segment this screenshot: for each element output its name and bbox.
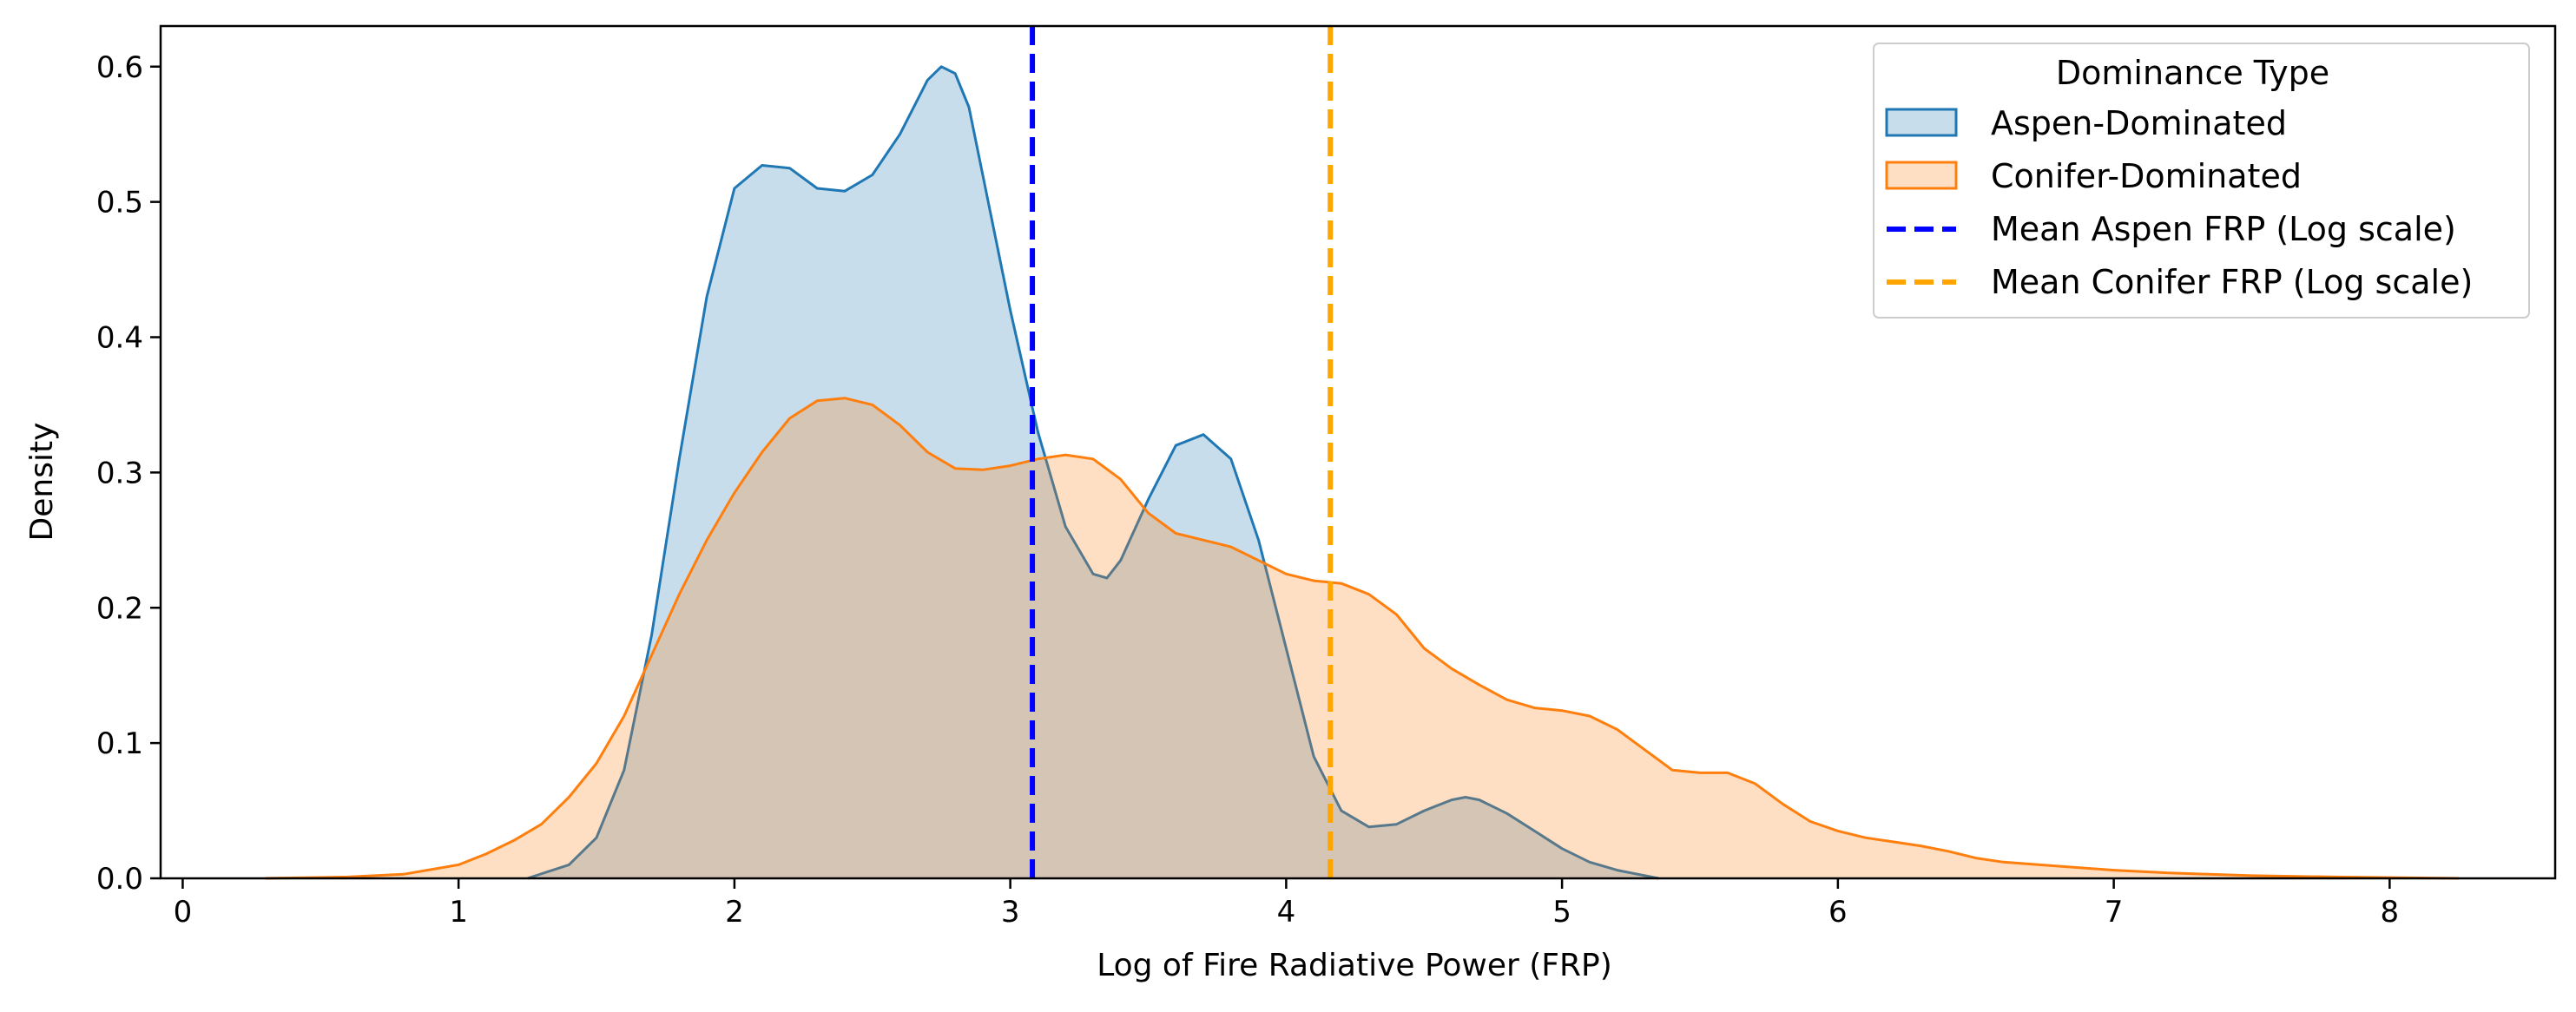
legend-label-mean-conifer: Mean Conifer FRP (Log scale) xyxy=(1991,263,2473,301)
x-tick-label: 6 xyxy=(1828,895,1848,930)
series-area-conifer-dominated xyxy=(265,398,2459,878)
x-tick-label: 1 xyxy=(449,895,468,930)
y-tick-label: 0.3 xyxy=(96,456,143,490)
legend: Dominance Type Aspen-Dominated Conifer-Dom… xyxy=(1873,43,2530,319)
y-axis-label: Density xyxy=(24,423,60,542)
y-tick-label: 0.2 xyxy=(96,591,143,626)
legend-title: Dominance Type xyxy=(2056,54,2329,92)
legend-swatch-conifer xyxy=(1885,161,1958,190)
y-tick-label: 0.5 xyxy=(96,186,143,220)
legend-box xyxy=(1873,43,2530,319)
legend-label-conifer: Conifer-Dominated xyxy=(1991,157,2302,195)
y-tick-label: 0.6 xyxy=(96,50,143,85)
series-area-aspen-dominated xyxy=(527,66,1659,879)
axes: 0 1 2 3 4 5 6 7 8 0.0 0.1 0.2 0.3 0.4 0.5 0.6 xyxy=(96,24,2557,930)
series-line-aspen-dominated xyxy=(527,65,1659,880)
series-line-conifer-dominated xyxy=(265,397,2459,880)
legend-label-mean-aspen: Mean Aspen FRP (Log scale) xyxy=(1991,210,2456,248)
y-tick-label: 0.0 xyxy=(96,862,143,897)
x-tick-label: 2 xyxy=(725,895,744,930)
x-tick-label: 0 xyxy=(174,895,193,930)
axes-frame xyxy=(159,24,2557,880)
x-tick-label: 4 xyxy=(1277,895,1296,930)
x-tick-label: 8 xyxy=(2381,895,2400,930)
x-tick-label: 7 xyxy=(2105,895,2124,930)
x-tick-label: 5 xyxy=(1552,895,1571,930)
y-tick-label: 0.4 xyxy=(96,321,143,356)
legend-label-aspen: Aspen-Dominated xyxy=(1991,104,2287,142)
x-axis-label: Log of Fire Radiative Power (FRP) xyxy=(1097,948,1612,983)
legend-swatch-aspen xyxy=(1885,108,1958,137)
plot-area xyxy=(265,26,2459,880)
x-tick-label: 3 xyxy=(1001,895,1020,930)
y-tick-label: 0.1 xyxy=(96,726,143,761)
